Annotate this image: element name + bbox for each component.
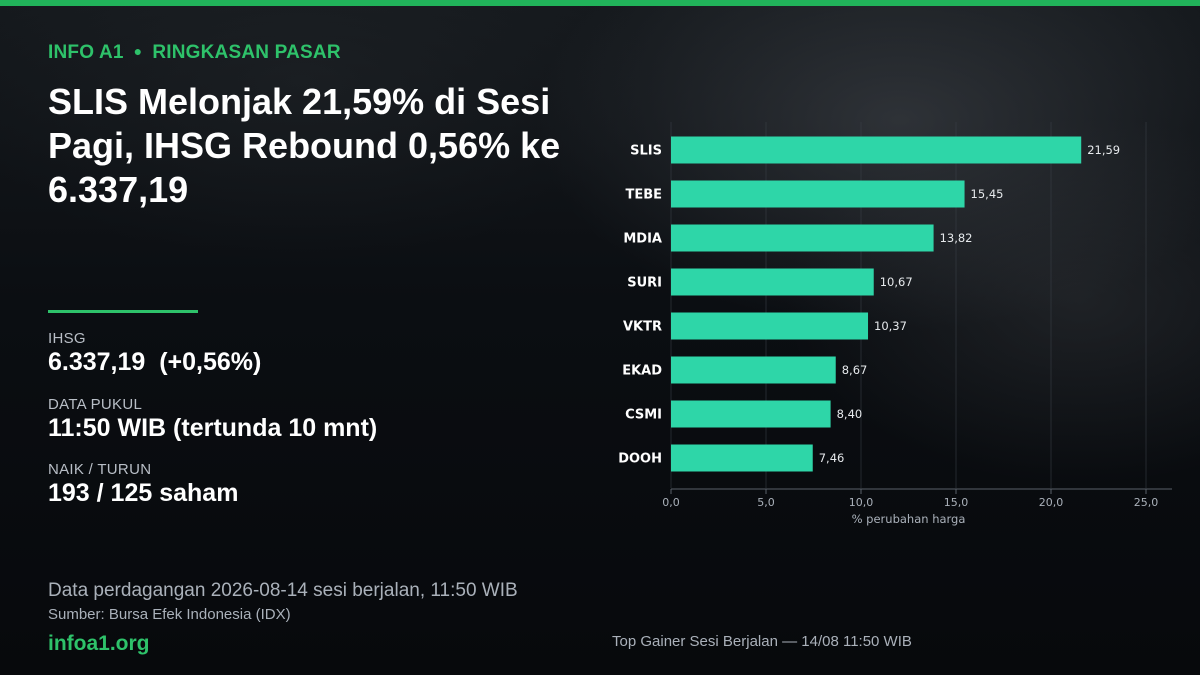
value-label-ekad: 8,67 — [842, 363, 868, 377]
x-tick-label-1: 5,0 — [757, 496, 775, 509]
top-gainers-chart: 0,0 5,0 10,0 15,0 20,0 25,0 % perubahan harga S… — [618, 122, 1172, 526]
category-label-dooh: DOOH — [618, 452, 662, 467]
stat-label-ihsg: IHSG — [48, 330, 86, 347]
value-label-csmi: 8,40 — [837, 407, 863, 421]
x-tick-label-3: 15,0 — [944, 496, 969, 509]
value-label-slis: 21,59 — [1087, 143, 1120, 157]
bar-slis — [671, 136, 1082, 164]
x-tick-label-4: 20,0 — [1039, 496, 1064, 509]
value-label-mdia: 13,82 — [940, 231, 973, 245]
data-note: Data perdagangan 2026-08-14 sesi berjala… — [48, 580, 518, 601]
kicker-section: RINGKASAN PASAR — [152, 42, 341, 63]
source-note: Sumber: Bursa Efek Indonesia (IDX) — [48, 606, 291, 623]
value-label-dooh: 7,46 — [819, 451, 845, 465]
top-accent-bar — [0, 0, 1200, 6]
chart-caption: Top Gainer Sesi Berjalan — 14/08 11:50 W… — [612, 633, 912, 650]
category-label-ekad: EKAD — [622, 364, 662, 379]
category-label-vktr: VKTR — [623, 320, 662, 335]
kicker-brand: INFO A1 — [48, 42, 124, 63]
bar-dooh — [671, 444, 813, 472]
x-tick-label-5: 25,0 — [1134, 496, 1159, 509]
value-label-vktr: 10,37 — [874, 319, 907, 333]
bar-suri — [671, 268, 874, 296]
category-label-csmi: CSMI — [625, 408, 662, 423]
headline: SLIS Melonjak 21,59% di Sesi Pagi, IHSG … — [48, 81, 561, 210]
stat-label-advance-decline: NAIK / TURUN — [48, 461, 152, 478]
bar-csmi — [671, 400, 831, 428]
bullet-dot-icon: ● — [133, 43, 143, 59]
value-label-suri: 10,67 — [880, 275, 913, 289]
x-tick-label-0: 0,0 — [662, 496, 680, 509]
value-label-tebe: 15,45 — [971, 187, 1004, 201]
category-label-mdia: MDIA — [623, 232, 662, 247]
stat-label-data-time: DATA PUKUL — [48, 396, 143, 413]
x-axis-label: % perubahan harga — [852, 512, 966, 526]
bar-mdia — [671, 224, 934, 252]
stat-value-ihsg: 6.337,19 (+0,56%) — [48, 348, 262, 376]
stat-value-advance-decline: 193 / 125 saham — [48, 479, 239, 507]
category-label-slis: SLIS — [630, 144, 662, 159]
x-tick-label-2: 10,0 — [849, 496, 874, 509]
bar-vktr — [671, 312, 869, 340]
bar-ekad — [671, 356, 836, 384]
divider — [48, 310, 198, 313]
site-brand: infoa1.org — [48, 632, 150, 655]
stat-value-data-time: 11:50 WIB (tertunda 10 mnt) — [48, 414, 378, 442]
category-label-suri: SURI — [627, 276, 662, 291]
category-label-tebe: TEBE — [625, 188, 662, 203]
bar-tebe — [671, 180, 965, 208]
kicker: INFO A1 ● RINGKASAN PASAR — [48, 42, 341, 64]
